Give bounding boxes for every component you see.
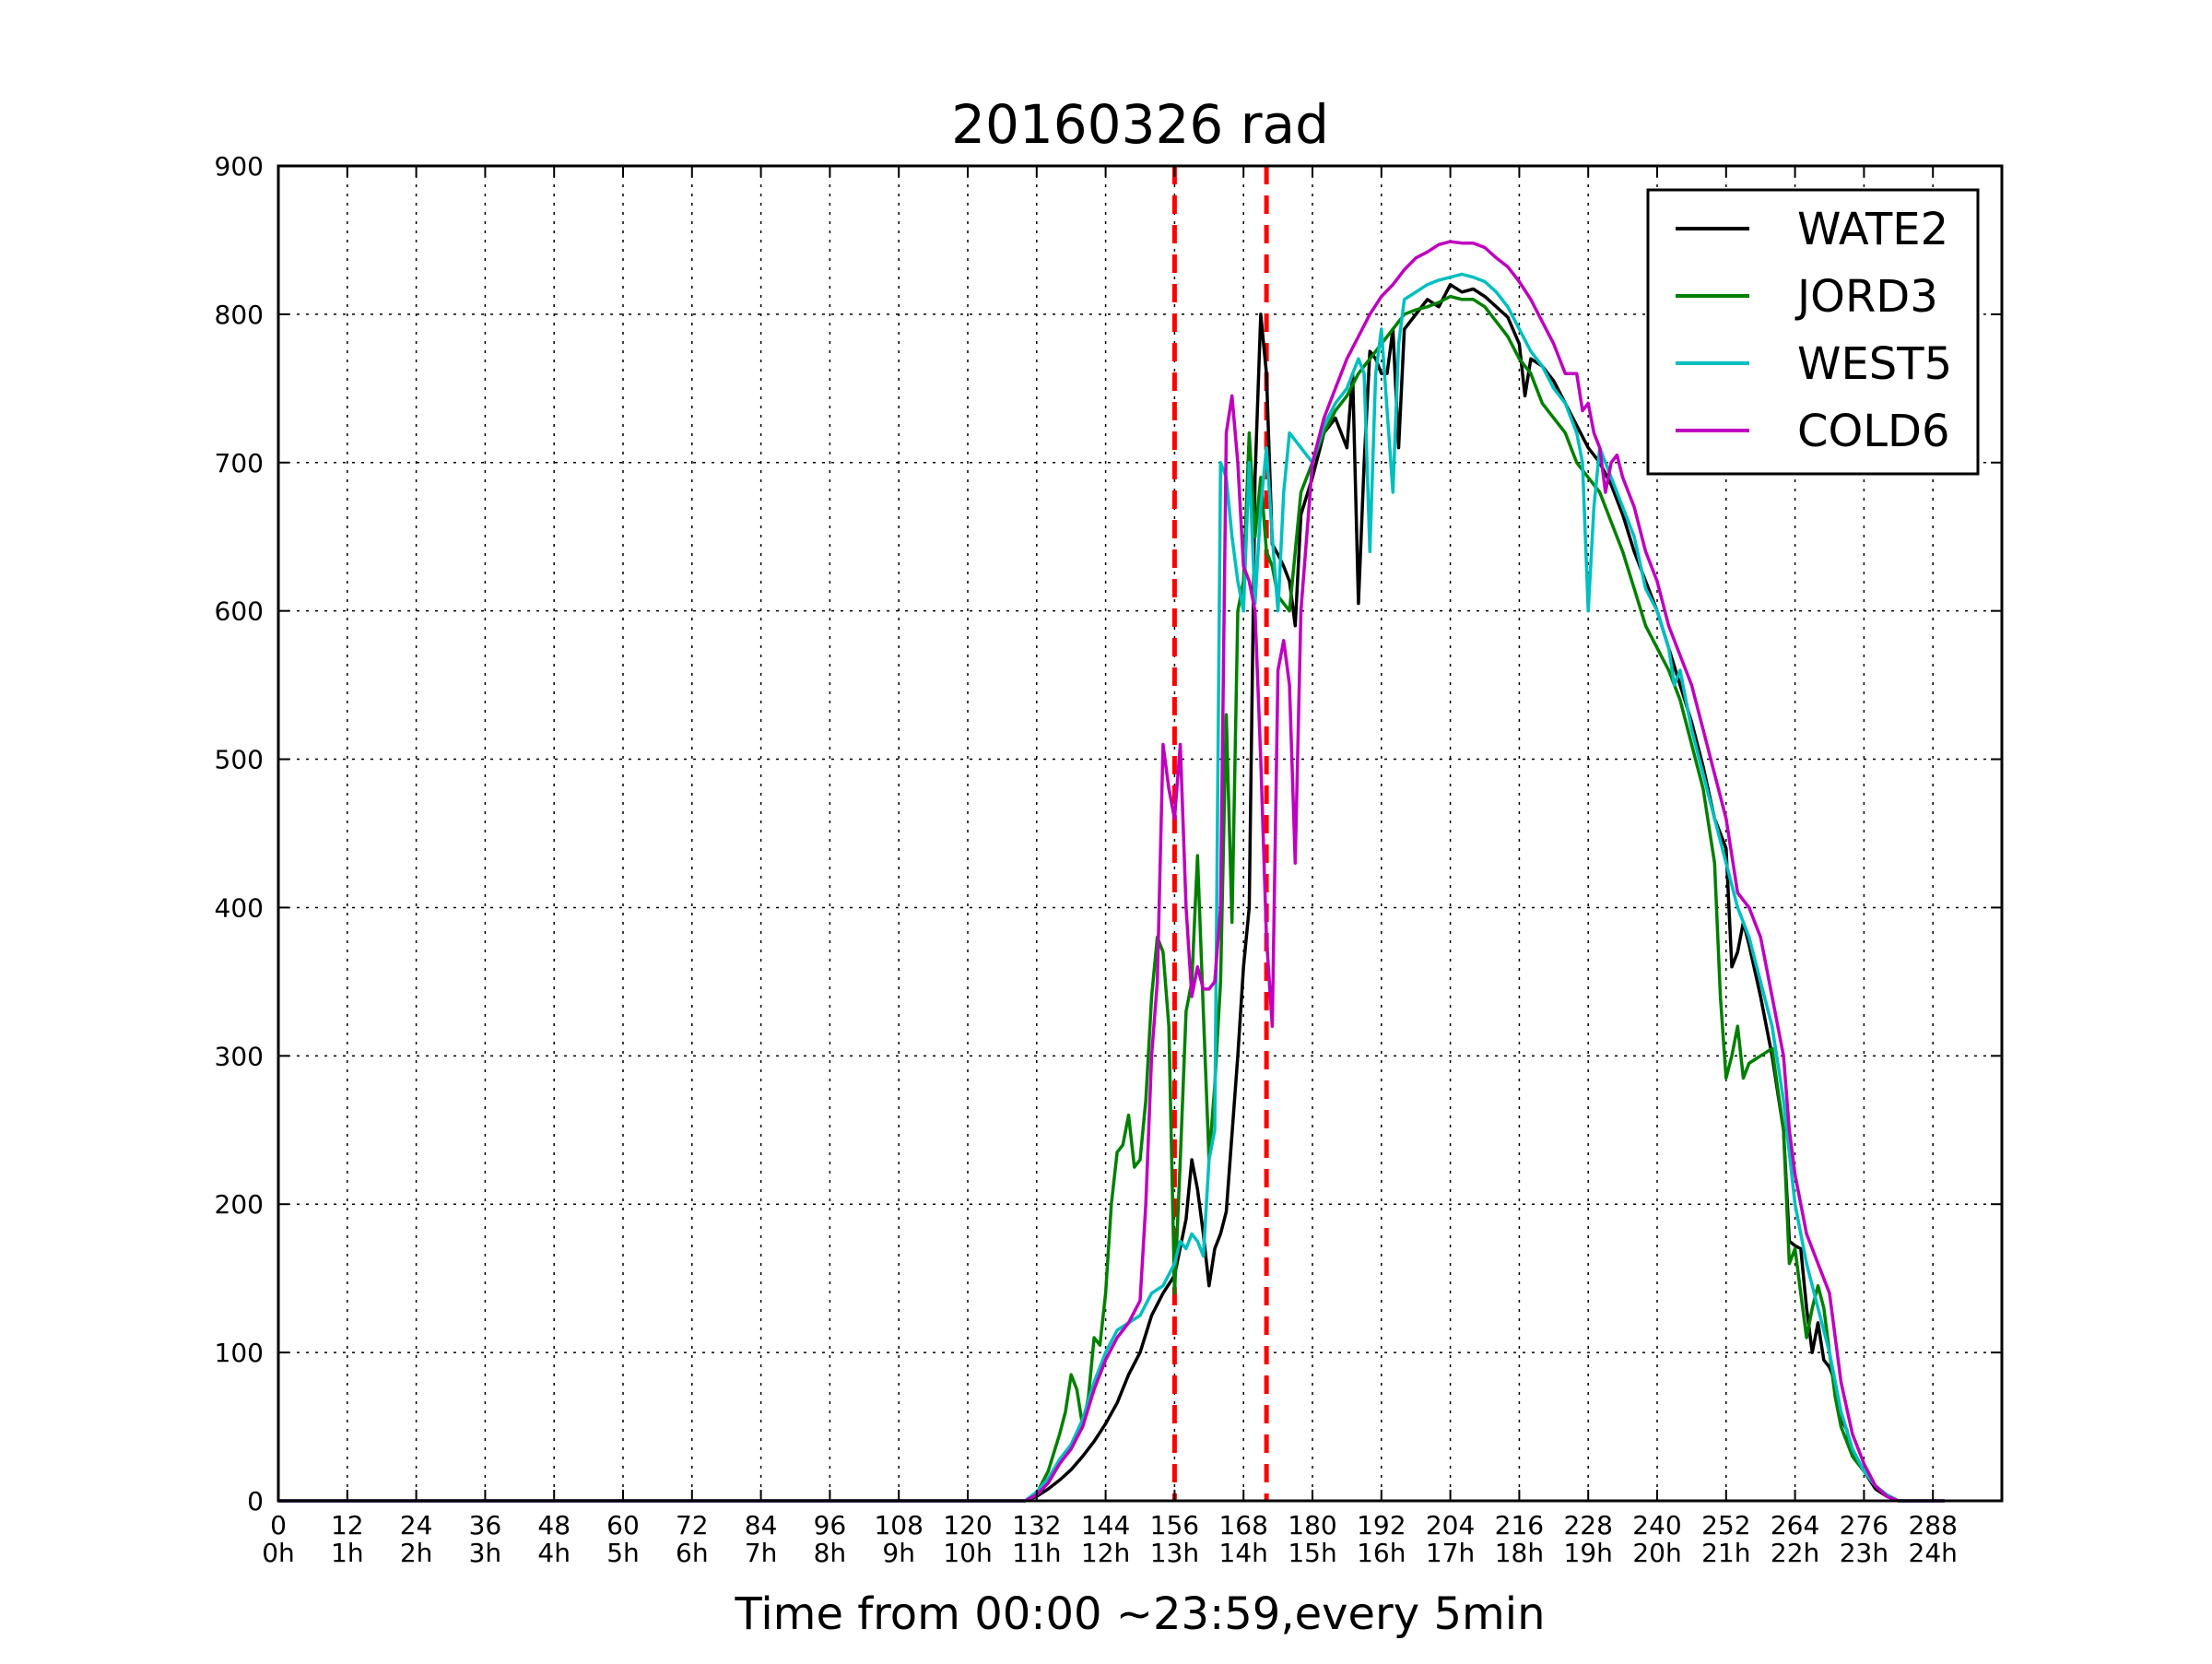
series-line-cold6 <box>278 240 1945 1503</box>
y-tick-label: 500 <box>215 745 264 775</box>
x-tick-label: 12 <box>331 1510 364 1540</box>
x-tick-label: 276 <box>1840 1510 1888 1540</box>
x-tick-label: 252 <box>1701 1510 1750 1540</box>
x-tick-label: 228 <box>1563 1510 1612 1540</box>
x-tick-sublabel: 17h <box>1426 1538 1475 1568</box>
x-tick-label: 180 <box>1288 1510 1336 1540</box>
y-tick-label: 900 <box>215 151 264 182</box>
x-tick-label: 0 <box>270 1510 287 1540</box>
x-tick-sublabel: 4h <box>537 1538 571 1568</box>
y-tick-label: 700 <box>215 448 264 478</box>
series-line-west5 <box>278 272 1945 1503</box>
x-tick-label: 72 <box>676 1510 709 1540</box>
y-tick-label: 600 <box>215 596 264 627</box>
x-tick-sublabel: 3h <box>469 1538 502 1568</box>
data-series <box>278 240 1945 1503</box>
x-tick-sublabel: 11h <box>1012 1538 1061 1568</box>
x-tick-label: 120 <box>943 1510 992 1540</box>
x-tick-label: 96 <box>814 1510 847 1540</box>
x-tick-sublabel: 6h <box>676 1538 709 1568</box>
x-tick-label: 240 <box>1632 1510 1681 1540</box>
x-tick-sublabel: 24h <box>1909 1538 1958 1568</box>
y-tick-label: 300 <box>215 1041 264 1071</box>
legend-label: COLD6 <box>1797 406 1950 457</box>
x-tick-label: 24 <box>400 1510 433 1540</box>
legend-box <box>1646 188 1980 476</box>
x-tick-sublabel: 2h <box>400 1538 433 1568</box>
x-tick-sublabel: 18h <box>1495 1538 1544 1568</box>
x-tick-label: 264 <box>1771 1510 1819 1540</box>
x-tick-sublabel: 1h <box>331 1538 364 1568</box>
x-tick-sublabel: 23h <box>1840 1538 1888 1568</box>
chart-title: 20160326 rad <box>951 93 1329 156</box>
x-tick-sublabel: 19h <box>1564 1538 1613 1568</box>
x-tick-sublabel: 14h <box>1219 1538 1268 1568</box>
x-tick-sublabel: 16h <box>1357 1538 1406 1568</box>
legend-label: JORD3 <box>1794 271 1938 323</box>
x-axis-label: Time from 00:00 ~23:59,every 5min <box>735 1588 1546 1640</box>
y-tick-label: 100 <box>215 1338 264 1368</box>
x-tick-label: 156 <box>1150 1510 1199 1540</box>
x-tick-label: 36 <box>469 1510 502 1540</box>
x-tick-sublabel: 8h <box>814 1538 847 1568</box>
x-tick-sublabel: 22h <box>1771 1538 1819 1568</box>
y-tick-label: 200 <box>215 1189 264 1220</box>
x-tick-sublabel: 12h <box>1081 1538 1130 1568</box>
plot-frame <box>276 164 2004 1503</box>
legend-label: WATE2 <box>1797 204 1948 255</box>
x-tick-sublabel: 15h <box>1288 1538 1336 1568</box>
x-tick-sublabel: 20h <box>1632 1538 1681 1568</box>
x-tick-label: 132 <box>1012 1510 1061 1540</box>
grid-lines <box>278 166 2002 1501</box>
series-line-jord3 <box>278 294 1945 1503</box>
x-tick-label: 108 <box>874 1510 923 1540</box>
x-tick-label: 288 <box>1908 1510 1957 1540</box>
y-tick-label: 400 <box>215 892 264 923</box>
x-tick-sublabel: 0h <box>262 1538 295 1568</box>
x-tick-label: 48 <box>537 1510 571 1540</box>
legend-label: WEST5 <box>1797 338 1952 390</box>
x-tick-label: 204 <box>1426 1510 1475 1540</box>
x-tick-label: 144 <box>1081 1510 1130 1540</box>
axis-ticks: 00h121h242h363h484h605h726h847h968h1089h… <box>215 151 2002 1568</box>
x-tick-sublabel: 13h <box>1150 1538 1199 1568</box>
x-tick-label: 168 <box>1218 1510 1267 1540</box>
x-tick-label: 60 <box>606 1510 640 1540</box>
x-tick-sublabel: 7h <box>745 1538 778 1568</box>
y-tick-label: 0 <box>247 1486 264 1516</box>
x-tick-sublabel: 5h <box>606 1538 640 1568</box>
x-tick-sublabel: 9h <box>882 1538 915 1568</box>
y-tick-label: 800 <box>215 300 264 330</box>
x-tick-label: 216 <box>1495 1510 1544 1540</box>
legend: WATE2 JORD3 WEST5 COLD6 <box>1646 188 1980 476</box>
x-tick-label: 84 <box>745 1510 778 1540</box>
x-tick-sublabel: 21h <box>1701 1538 1750 1568</box>
x-tick-label: 192 <box>1357 1510 1406 1540</box>
x-tick-sublabel: 10h <box>943 1538 992 1568</box>
